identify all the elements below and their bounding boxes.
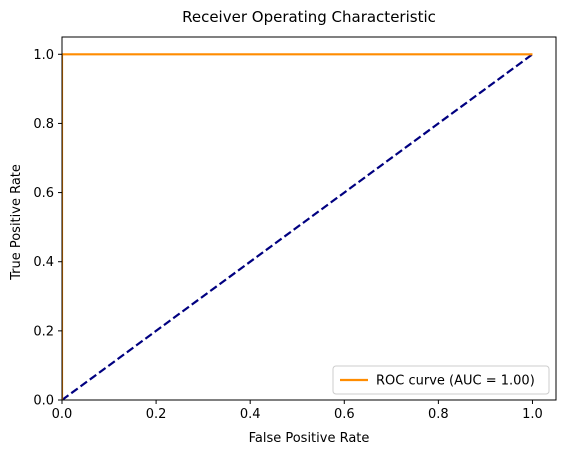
plot-frame	[61, 36, 557, 401]
x-tick-label: 1.0	[522, 407, 543, 422]
plot-area	[62, 53, 534, 400]
y-tick-label: 0.2	[33, 324, 54, 339]
y-axis-ticks: 0.0 0.2 0.4 0.6 0.8 1.0	[33, 48, 62, 409]
x-axis-ticks: 0.0 0.2 0.4 0.6 0.8 1.0	[52, 400, 543, 422]
x-tick-label: 0.2	[146, 407, 167, 422]
y-tick-label: 0.8	[33, 117, 54, 132]
x-axis-label: False Positive Rate	[249, 431, 370, 446]
chart-title: Receiver Operating Characteristic	[182, 8, 436, 26]
legend-box	[332, 365, 550, 395]
roc-curve-line	[62, 53, 533, 400]
y-tick-label: 0.6	[33, 186, 54, 201]
legend: ROC curve (AUC = 1.00)	[332, 365, 550, 395]
chance-diagonal-line	[62, 53, 534, 400]
x-tick-label: 0.0	[52, 407, 73, 422]
y-tick-label: 0.0	[33, 394, 54, 409]
legend-label-roc: ROC curve (AUC = 1.00)	[376, 374, 535, 389]
x-tick-label: 0.4	[240, 407, 261, 422]
x-tick-label: 0.8	[428, 407, 449, 422]
y-axis-label: True Positive Rate	[9, 164, 24, 281]
y-tick-label: 1.0	[33, 48, 54, 63]
x-tick-label: 0.6	[334, 407, 355, 422]
y-tick-label: 0.4	[33, 255, 54, 270]
